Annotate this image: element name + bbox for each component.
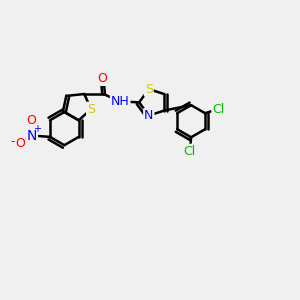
Text: N: N [144,109,154,122]
Text: O: O [15,136,25,149]
Text: -: - [11,135,15,148]
Text: S: S [87,103,95,116]
Text: NH: NH [111,95,130,108]
Text: O: O [26,114,36,127]
Text: S: S [145,82,153,96]
Text: Cl: Cl [184,145,196,158]
Text: N: N [27,128,37,142]
Text: O: O [97,72,107,85]
Text: +: + [33,124,41,134]
Text: Cl: Cl [212,103,224,116]
